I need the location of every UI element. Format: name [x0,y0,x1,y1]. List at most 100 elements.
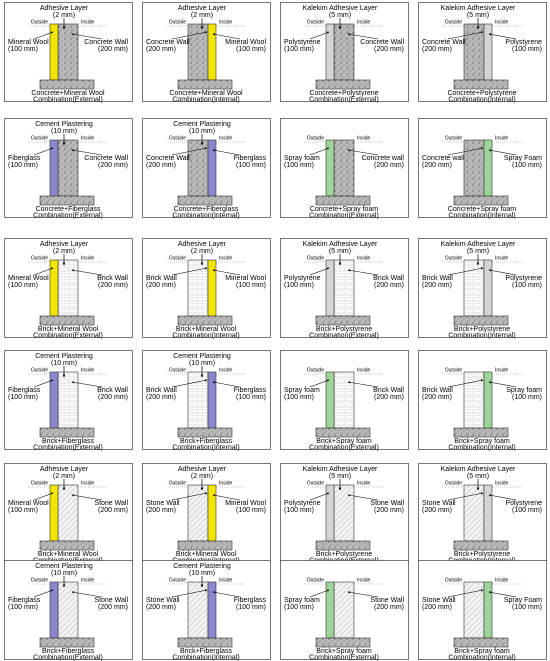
footing [315,315,371,326]
left-arrow [309,379,330,388]
top-label: (10 mm) [51,570,77,577]
inside-label: Inside [495,367,509,373]
outside-label: Outside [445,367,462,373]
caption: Brick+Mineral Wool [176,551,237,558]
left-label: Concrete Wall [146,155,190,162]
inside-label: Inside [81,367,95,373]
left-arrow [33,147,54,156]
left-label: Concrete wall [422,155,465,162]
footing [453,195,509,206]
insulation [483,484,493,542]
panel: Kalekim Adhesive Layer(5 mm) Outside Insid… [280,2,409,103]
footing [315,637,371,648]
left-label: (200 mm) [146,282,176,289]
right-label: (100 mm) [236,162,266,169]
footing [39,540,95,551]
right-label: Polystyrene [505,39,542,46]
left-label: (100 mm) [284,46,314,53]
caption: Concrete+Spray foam [448,206,516,213]
panel: Outside Inside Spray foam(100 mm) Brick Wal… [280,350,409,451]
inside-label: Inside [495,480,509,486]
outside-label: Outside [169,577,186,583]
right-arrow [488,494,517,501]
caption: Brick+Polystyrene [316,551,372,558]
wall [333,371,355,429]
insulation [207,139,217,197]
top-label: (10 mm) [189,128,215,135]
footing [39,315,95,326]
right-label: (200 mm) [374,604,404,611]
panel: Kalekim Adhesive Layer(5 mm) Outside Insid… [280,463,409,564]
right-label: Fiberglass [234,155,267,162]
inside-label: Inside [81,135,95,141]
footing [177,315,233,326]
right-arrow [212,494,241,501]
right-arrow [347,269,379,276]
left-label: Fiberglass [8,597,41,604]
caption: Combination(Internal) [172,96,239,103]
caption: Concrete+Mineral Wool [31,90,105,97]
caption: Combination(External) [309,332,379,339]
left-arrow [171,31,208,40]
inside-label: Inside [357,577,371,583]
left-label: (200 mm) [422,394,452,401]
left-arrow [447,589,484,598]
right-arrow [347,494,379,501]
right-label: Concrete wall [362,155,405,162]
left-arrow [171,379,208,388]
left-label: Brick Wall [146,387,177,394]
right-label: (200 mm) [98,507,128,514]
outside-label: Outside [307,135,324,141]
wall [57,371,79,429]
left-label: Spray foam [284,155,320,162]
outside-label: Outside [31,255,48,261]
left-label: (200 mm) [422,46,452,53]
caption: Combination(Internal) [448,332,515,339]
left-label: (100 mm) [284,394,314,401]
top-label: Adhesive Layer [40,466,89,473]
right-label: Concrete Wall [84,39,128,46]
footing [453,427,509,438]
panel: Adhesive Layer(2 mm) Outside Inside Stone W… [142,463,271,564]
top-label: Cement Plastering [35,121,93,128]
right-label: Brick Wall [373,275,404,282]
left-label: Mineral Wool [8,500,49,507]
panel: Outside Inside Stone Wall(200 mm) Spray Foa… [418,560,547,661]
outside-label: Outside [307,577,324,583]
caption: Concrete+Polystyrene [447,90,516,97]
caption: Brick+Fiberglass [42,438,94,445]
wall [57,581,79,639]
caption: Combination(Internal) [172,332,239,339]
outside-label: Outside [307,480,324,486]
outside-label: Outside [445,135,462,141]
caption: Brick+Spray foam [454,648,510,655]
right-arrow [347,591,379,598]
left-label: (100 mm) [8,394,38,401]
caption: Brick+Fiberglass [180,438,232,445]
caption: Combination(External) [33,654,103,661]
top-label: Kalekim Adhesive Layer [441,466,516,473]
inside-label: Inside [219,19,233,25]
left-arrow [171,589,208,598]
caption: Brick+Polystyrene [316,326,372,333]
outside-label: Outside [31,367,48,373]
footing [177,637,233,648]
right-label: (100 mm) [236,394,266,401]
inside-label: Inside [219,135,233,141]
caption: Combination(Internal) [172,212,239,219]
wall [57,259,79,317]
right-label: (200 mm) [374,282,404,289]
left-arrow [309,147,330,156]
panel: Kalekim Adhesive Layer(5 mm) Outside Insid… [418,463,547,564]
right-arrow [488,33,517,40]
left-label: Stone Wall [422,500,456,507]
top-label: (5 mm) [467,12,489,19]
caption: Combination(External) [33,332,103,339]
caption: Concrete+Fiberglass [174,206,239,213]
right-arrow [212,269,241,276]
top-label: (5 mm) [329,248,351,255]
wall [333,23,355,81]
left-label: (200 mm) [422,282,452,289]
caption: Combination(Internal) [172,654,239,661]
